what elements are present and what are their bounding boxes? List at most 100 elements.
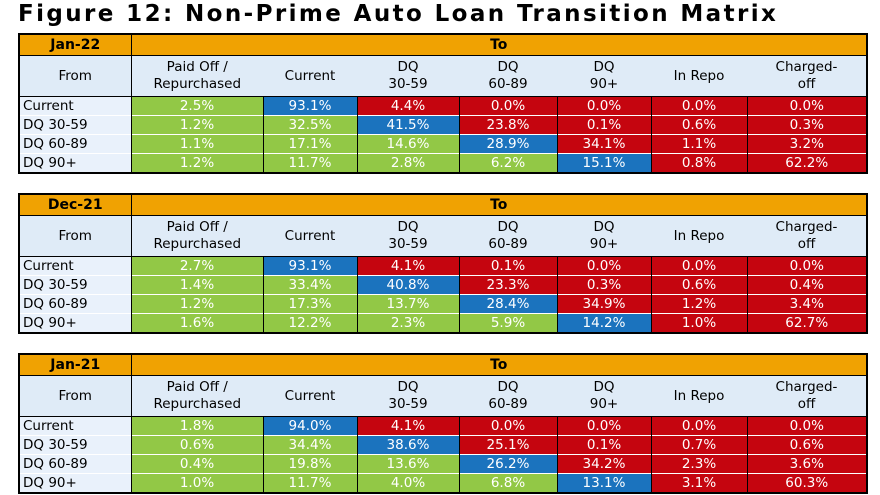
matrix-cell: 13.6% — [356, 454, 459, 474]
transition-matrix-jan-21: Jan-21 To From Paid Off / Repurchased Cu… — [18, 353, 868, 494]
matrix-cell: 0.7% — [650, 435, 747, 455]
col-header-dq-90: DQ 90+ — [557, 55, 651, 97]
row-label: Current — [19, 96, 132, 116]
matrix-cell: 0.0% — [746, 96, 867, 116]
col-header-in-repo: In Repo — [651, 55, 747, 97]
matrix-cell: 0.1% — [556, 115, 651, 135]
matrix-cell: 0.1% — [556, 435, 651, 455]
row-label: DQ 60-89 — [19, 454, 132, 474]
period-row: Jan-22 To — [19, 34, 867, 56]
matrix-cell: 1.2% — [130, 115, 263, 135]
matrix-cell: 0.0% — [746, 256, 867, 276]
matrix-cell: 94.0% — [262, 416, 357, 436]
transition-matrix-jan-22: Jan-22 To From Paid Off / Repurchased Cu… — [18, 33, 868, 174]
period-row: Dec-21 To — [19, 194, 867, 216]
col-header-dq-30-59: DQ 30-59 — [357, 215, 459, 257]
to-header: To — [131, 194, 867, 216]
figure-title: Figure 12: Non-Prime Auto Loan Transitio… — [18, 1, 779, 27]
row-label: DQ 60-89 — [19, 134, 132, 154]
matrix-cell: 5.9% — [458, 313, 557, 333]
col-header-current: Current — [263, 55, 357, 97]
column-header-row: From Paid Off / Repurchased Current DQ 3… — [19, 375, 867, 417]
matrix-row: DQ 30-59 1.2% 32.5% 41.5% 23.8% 0.1% 0.6% 0.3% — [19, 115, 867, 135]
row-label: DQ 90+ — [19, 153, 132, 173]
row-label: DQ 30-59 — [19, 115, 132, 135]
matrix-cell: 23.8% — [458, 115, 557, 135]
matrix-cell: 0.8% — [650, 153, 747, 173]
col-header-dq-60-89: DQ 60-89 — [459, 55, 557, 97]
col-header-paid-off: Paid Off / Repurchased — [131, 55, 263, 97]
matrix-cell: 0.1% — [458, 256, 557, 276]
matrix-cell: 41.5% — [356, 115, 459, 135]
matrix-cell: 1.2% — [130, 153, 263, 173]
matrix-cell: 13.7% — [356, 294, 459, 314]
row-label: DQ 90+ — [19, 313, 132, 333]
matrix-row: DQ 90+ 1.0% 11.7% 4.0% 6.8% 13.1% 3.1% 60.3% — [19, 473, 867, 493]
matrix-cell: 0.0% — [650, 416, 747, 436]
col-header-charged-off: Charged- off — [747, 375, 867, 417]
matrix-cell: 15.1% — [556, 153, 651, 173]
matrix-cell: 17.1% — [262, 134, 357, 154]
period-label: Jan-22 — [19, 34, 132, 56]
matrix-cell: 28.4% — [458, 294, 557, 314]
matrix-cell: 23.3% — [458, 275, 557, 295]
matrix-cell: 3.1% — [650, 473, 747, 493]
matrix-cell: 1.8% — [130, 416, 263, 436]
matrix-row: Current 1.8% 94.0% 4.1% 0.0% 0.0% 0.0% 0.0% — [19, 416, 867, 436]
matrix-cell: 60.3% — [746, 473, 867, 493]
matrix-cell: 4.0% — [356, 473, 459, 493]
matrix-row: DQ 30-59 0.6% 34.4% 38.6% 25.1% 0.1% 0.7% 0.6% — [19, 435, 867, 455]
row-label: DQ 90+ — [19, 473, 132, 493]
col-header-dq-60-89: DQ 60-89 — [459, 215, 557, 257]
matrix-cell: 93.1% — [262, 256, 357, 276]
matrix-row: Current 2.7% 93.1% 4.1% 0.1% 0.0% 0.0% 0.0% — [19, 256, 867, 276]
matrix-cell: 0.4% — [130, 454, 263, 474]
matrix-cell: 3.2% — [746, 134, 867, 154]
matrix-cell: 17.3% — [262, 294, 357, 314]
matrix-cell: 11.7% — [262, 473, 357, 493]
matrix-cell: 26.2% — [458, 454, 557, 474]
matrix-cell: 2.8% — [356, 153, 459, 173]
matrix-cell: 34.9% — [556, 294, 651, 314]
matrix-cell: 93.1% — [262, 96, 357, 116]
period-label: Dec-21 — [19, 194, 132, 216]
row-label: Current — [19, 256, 132, 276]
matrix-cell: 33.4% — [262, 275, 357, 295]
matrix-cell: 38.6% — [356, 435, 459, 455]
matrix-cell: 1.0% — [650, 313, 747, 333]
to-header: To — [131, 354, 867, 376]
matrix-cell: 19.8% — [262, 454, 357, 474]
matrix-cell: 0.0% — [556, 416, 651, 436]
row-label: Current — [19, 416, 132, 436]
matrix-cell: 62.7% — [746, 313, 867, 333]
col-header-dq-30-59: DQ 30-59 — [357, 375, 459, 417]
matrix-cell: 3.6% — [746, 454, 867, 474]
matrix-cell: 0.6% — [130, 435, 263, 455]
matrix-row: DQ 90+ 1.2% 11.7% 2.8% 6.2% 15.1% 0.8% 62.2% — [19, 153, 867, 173]
matrix-cell: 0.4% — [746, 275, 867, 295]
matrix-row: DQ 60-89 1.1% 17.1% 14.6% 28.9% 34.1% 1.1% 3.2% — [19, 134, 867, 154]
matrix-cell: 1.6% — [130, 313, 263, 333]
row-label: DQ 30-59 — [19, 275, 132, 295]
matrix-cell: 1.2% — [650, 294, 747, 314]
matrix-cell: 11.7% — [262, 153, 357, 173]
matrix-cell: 1.0% — [130, 473, 263, 493]
matrix-cell: 1.2% — [130, 294, 263, 314]
matrix-row: DQ 30-59 1.4% 33.4% 40.8% 23.3% 0.3% 0.6% 0.4% — [19, 275, 867, 295]
col-header-dq-60-89: DQ 60-89 — [459, 375, 557, 417]
matrix-cell: 2.5% — [130, 96, 263, 116]
matrix-cell: 0.3% — [556, 275, 651, 295]
matrix-cell: 6.2% — [458, 153, 557, 173]
row-label: DQ 30-59 — [19, 435, 132, 455]
matrix-cell: 62.2% — [746, 153, 867, 173]
col-header-in-repo: In Repo — [651, 375, 747, 417]
column-header-row: From Paid Off / Repurchased Current DQ 3… — [19, 215, 867, 257]
matrix-cell: 0.0% — [746, 416, 867, 436]
matrix-cell: 0.0% — [556, 96, 651, 116]
matrix-cell: 4.1% — [356, 416, 459, 436]
matrix-cell: 12.2% — [262, 313, 357, 333]
col-header-dq-90: DQ 90+ — [557, 215, 651, 257]
col-header-dq-90: DQ 90+ — [557, 375, 651, 417]
matrix-row: DQ 60-89 0.4% 19.8% 13.6% 26.2% 34.2% 2.3% 3.6% — [19, 454, 867, 474]
matrix-cell: 0.3% — [746, 115, 867, 135]
